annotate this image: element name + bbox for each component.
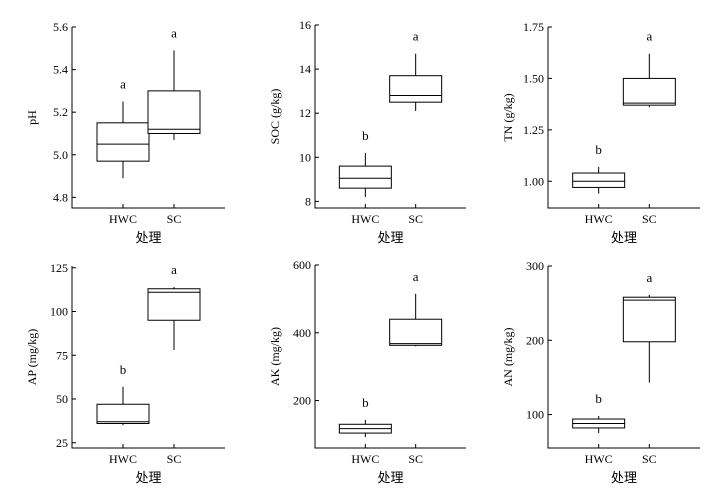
y-tick-label: 10 bbox=[299, 150, 311, 164]
y-tick-label: 75 bbox=[56, 348, 68, 362]
significance-letter: b bbox=[595, 142, 602, 157]
x-tick-label: HWC bbox=[109, 452, 137, 466]
box bbox=[389, 75, 443, 103]
significance-letter: a bbox=[646, 270, 652, 285]
y-tick-label: 50 bbox=[56, 392, 68, 406]
y-axis-label: pH bbox=[25, 110, 39, 125]
x-axis-label: 处理 bbox=[135, 470, 161, 485]
y-tick-label: 14 bbox=[299, 62, 311, 76]
y-tick-label: 600 bbox=[293, 258, 311, 272]
y-tick-label: 16 bbox=[299, 18, 311, 32]
x-tick-label: SC bbox=[167, 452, 182, 466]
significance-letter: a bbox=[413, 269, 419, 284]
y-tick-label: 400 bbox=[293, 326, 311, 340]
x-axis-label: 处理 bbox=[377, 230, 403, 245]
y-axis-label: SOC (g/kg) bbox=[268, 89, 282, 145]
y-tick-label: 1.75 bbox=[523, 20, 544, 34]
significance-letter: a bbox=[646, 29, 652, 44]
x-axis-label: 处理 bbox=[611, 230, 637, 245]
x-tick-label: HWC bbox=[585, 212, 613, 226]
x-tick-label: HWC bbox=[109, 212, 137, 226]
y-axis-label: AP (mg/kg) bbox=[25, 329, 39, 386]
box bbox=[147, 288, 201, 321]
significance-letter: a bbox=[171, 262, 177, 277]
x-axis-label: 处理 bbox=[135, 230, 161, 245]
x-tick-label: HWC bbox=[585, 452, 613, 466]
box bbox=[572, 172, 626, 188]
y-tick-label: 8 bbox=[305, 194, 311, 208]
significance-letter: b bbox=[120, 362, 127, 377]
axis-frame-5 bbox=[314, 265, 466, 449]
significance-letter: b bbox=[595, 391, 602, 406]
box bbox=[622, 296, 676, 343]
y-tick-label: 100 bbox=[50, 305, 68, 319]
y-tick-label: 100 bbox=[526, 408, 544, 422]
significance-letter: a bbox=[171, 25, 177, 40]
box bbox=[147, 90, 201, 134]
y-tick-label: 125 bbox=[50, 261, 68, 275]
significance-letter: b bbox=[362, 395, 369, 410]
y-tick-label: 1.25 bbox=[523, 123, 544, 137]
x-axis-label: 处理 bbox=[611, 470, 637, 485]
y-axis-label: TN (g/kg) bbox=[501, 93, 515, 141]
y-axis-label: AK (mg/kg) bbox=[268, 327, 282, 386]
x-tick-label: SC bbox=[408, 452, 423, 466]
box bbox=[96, 403, 150, 424]
box bbox=[389, 318, 443, 346]
y-tick-label: 1.00 bbox=[523, 174, 544, 188]
y-tick-label: 5.4 bbox=[53, 63, 68, 77]
x-tick-label: SC bbox=[167, 212, 182, 226]
y-tick-label: 5.2 bbox=[53, 105, 68, 119]
y-tick-label: 200 bbox=[293, 394, 311, 408]
significance-letter: b bbox=[362, 128, 369, 143]
box bbox=[338, 165, 392, 189]
significance-letter: a bbox=[413, 29, 419, 44]
x-tick-label: SC bbox=[642, 212, 657, 226]
significance-letter: a bbox=[120, 77, 126, 92]
y-tick-label: 12 bbox=[299, 106, 311, 120]
x-tick-label: SC bbox=[408, 212, 423, 226]
y-tick-label: 1.50 bbox=[523, 71, 544, 85]
x-axis-label: 处理 bbox=[377, 470, 403, 485]
x-tick-label: SC bbox=[642, 452, 657, 466]
y-tick-label: 5.0 bbox=[53, 148, 68, 162]
y-tick-label: 200 bbox=[526, 333, 544, 347]
y-tick-label: 300 bbox=[526, 259, 544, 273]
y-tick-label: 25 bbox=[56, 436, 68, 450]
y-tick-label: 5.6 bbox=[53, 20, 68, 34]
box bbox=[622, 77, 676, 106]
box bbox=[96, 122, 150, 162]
x-tick-label: HWC bbox=[351, 452, 379, 466]
x-tick-label: HWC bbox=[351, 212, 379, 226]
y-axis-label: AN (mg/kg) bbox=[501, 328, 515, 387]
y-tick-label: 4.8 bbox=[53, 190, 68, 204]
